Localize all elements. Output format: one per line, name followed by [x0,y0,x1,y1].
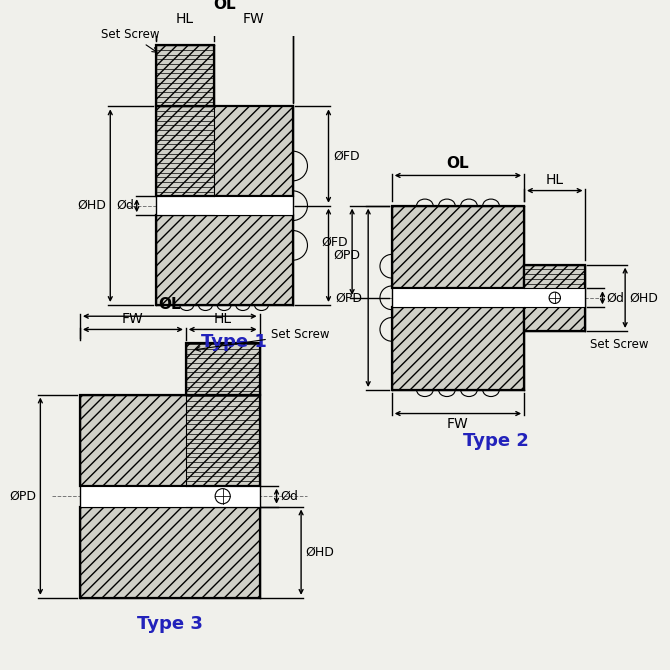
Polygon shape [524,265,586,331]
Text: Set Screw: Set Screw [590,338,649,352]
Text: OL: OL [447,155,469,171]
Text: ØHD: ØHD [78,199,107,212]
Text: ØPD: ØPD [9,490,37,502]
Text: HL: HL [214,312,232,326]
Text: OL: OL [159,297,181,312]
Polygon shape [80,486,259,507]
Polygon shape [392,308,524,390]
Text: Ød: Ød [116,199,134,212]
Text: Type 3: Type 3 [137,615,203,632]
Text: ØPD: ØPD [336,291,362,304]
Polygon shape [155,196,214,215]
Polygon shape [392,288,524,308]
Polygon shape [524,288,586,308]
Text: FW: FW [447,417,469,431]
Polygon shape [155,215,293,305]
Polygon shape [186,342,259,395]
Text: HL: HL [176,12,194,26]
Text: Set Screw: Set Screw [100,27,159,52]
Polygon shape [186,486,259,507]
Polygon shape [155,196,293,215]
Text: Type 2: Type 2 [463,432,529,450]
Polygon shape [392,206,524,288]
Polygon shape [80,395,259,486]
Text: FW: FW [122,312,144,326]
Polygon shape [155,45,214,107]
Text: Ød: Ød [606,291,624,304]
Text: OL: OL [213,0,235,12]
Text: ØFD: ØFD [322,236,348,249]
Text: Set Screw: Set Screw [196,328,330,351]
Text: ØPD: ØPD [333,249,360,262]
Text: Type 1: Type 1 [200,333,267,351]
Text: FW: FW [243,12,264,26]
Text: ØHD: ØHD [305,545,334,559]
Text: HL: HL [545,173,564,187]
Text: Ød: Ød [280,490,298,502]
Text: ØHD: ØHD [629,291,658,304]
Text: ØFD: ØFD [333,149,360,163]
Polygon shape [80,507,259,598]
Polygon shape [155,107,293,196]
